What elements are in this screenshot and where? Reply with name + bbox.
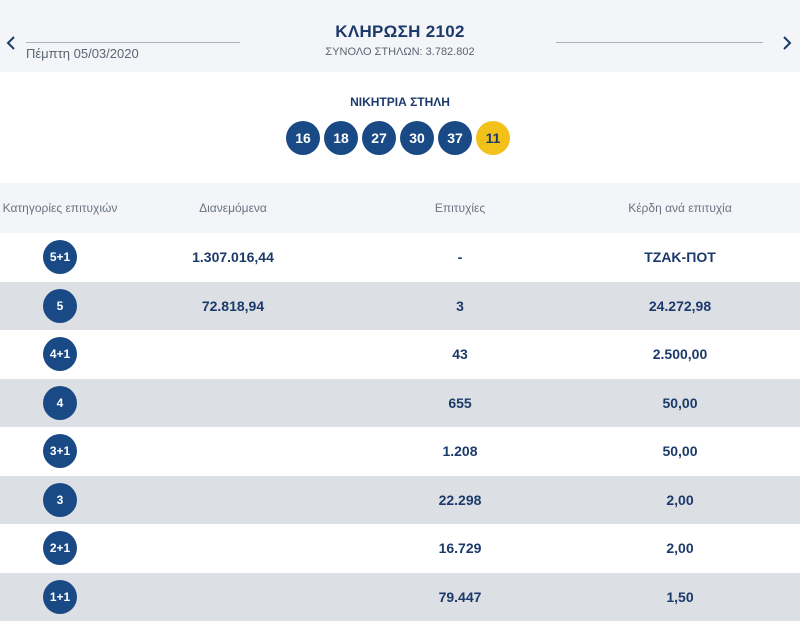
prize-cell: 1,50: [666, 588, 694, 605]
category-badge: 5: [43, 288, 77, 323]
winning-number-ball: 27: [362, 121, 396, 155]
distributed-cell: 1.307.016,44: [192, 249, 274, 266]
table-row: 3+1 1.208 50,00: [0, 427, 800, 476]
header-distributed: Διανεμόμενα: [199, 200, 267, 215]
header-divider-right: [556, 42, 763, 43]
winning-column-title: ΝΙΚΗΤΡΙΑ ΣΤΗΛΗ: [350, 95, 450, 109]
winning-numbers: 16 18 27 30 37 11: [286, 121, 510, 157]
table-header: Κατηγορίες επιτυχιών Διανεμόμενα Επιτυχί…: [0, 183, 800, 233]
prize-cell: 2,00: [666, 491, 694, 508]
prize-cell: ΤΖΑΚ-ΠΟΤ: [644, 249, 716, 266]
table-row: 1+1 79.447 1,50: [0, 572, 800, 622]
winners-cell: 43: [452, 346, 468, 363]
joker-number-ball: 11: [476, 121, 510, 155]
category-badge: 1+1: [43, 579, 77, 614]
category-badge: 3: [43, 482, 77, 517]
winners-cell: 655: [448, 394, 472, 411]
draw-header: Πέμπτη 05/03/2020 ΚΛΗΡΩΣΗ 2102 ΣΥΝΟΛΟ ΣΤ…: [0, 0, 800, 72]
category-badge: 3+1: [43, 434, 77, 469]
distributed-cell: 72.818,94: [201, 297, 265, 314]
table-row: 3 22.298 2,00: [0, 475, 800, 525]
winners-cell: 16.729: [438, 540, 482, 557]
winners-cell: 3: [456, 297, 464, 314]
table-row: 4+1 43 2.500,00: [0, 330, 800, 379]
winning-number-ball: 30: [400, 121, 434, 155]
chevron-right-icon: [783, 36, 792, 50]
chevron-left-icon: [6, 36, 15, 50]
category-badge: 5+1: [43, 240, 77, 275]
total-columns: ΣΥΝΟΛΟ ΣΤΗΛΩΝ: 3.782.802: [325, 46, 475, 58]
distributed-cell: [140, 379, 326, 428]
distributed-cell: [140, 427, 326, 476]
winners-cell: 22.298: [438, 491, 482, 508]
header-winners: Επιτυχίες: [434, 200, 486, 215]
draw-date: Πέμπτη 05/03/2020: [26, 46, 139, 61]
winning-number-ball: 18: [324, 121, 358, 155]
prize-table: Κατηγορίες επιτυχιών Διανεμόμενα Επιτυχί…: [0, 183, 800, 621]
header-divider-left: [26, 42, 240, 43]
winners-cell: -: [457, 249, 463, 266]
distributed-cell: [140, 476, 326, 525]
prize-cell: 24.272,98: [648, 297, 712, 314]
table-row: 2+1 16.729 2,00: [0, 524, 800, 573]
prize-cell: 50,00: [662, 394, 698, 411]
header-category: Κατηγορίες επιτυχιών: [2, 200, 118, 215]
winners-cell: 79.447: [438, 588, 482, 605]
category-badge: 2+1: [43, 531, 77, 566]
previous-draw-button[interactable]: [4, 33, 18, 53]
distributed-cell: [140, 524, 326, 573]
prize-cell: 2.500,00: [652, 346, 708, 363]
distributed-cell: [140, 573, 326, 622]
table-row: 5 72.818,94 3 24.272,98: [0, 281, 800, 330]
prize-cell: 50,00: [662, 443, 698, 460]
draw-title: ΚΛΗΡΩΣΗ 2102: [335, 22, 465, 41]
category-badge: 4: [43, 385, 77, 420]
winning-number-ball: 37: [438, 121, 472, 155]
table-row: 4 655 50,00: [0, 378, 800, 428]
winners-cell: 1.208: [442, 443, 478, 460]
prize-cell: 2,00: [666, 540, 694, 557]
category-badge: 4+1: [43, 337, 77, 372]
winning-number-ball: 16: [286, 121, 320, 155]
header-prize: Κέρδη ανά επιτυχία: [628, 200, 732, 215]
next-draw-button[interactable]: [780, 33, 794, 53]
distributed-cell: [140, 330, 326, 379]
table-row: 5+1 1.307.016,44 - ΤΖΑΚ-ΠΟΤ: [0, 233, 800, 282]
